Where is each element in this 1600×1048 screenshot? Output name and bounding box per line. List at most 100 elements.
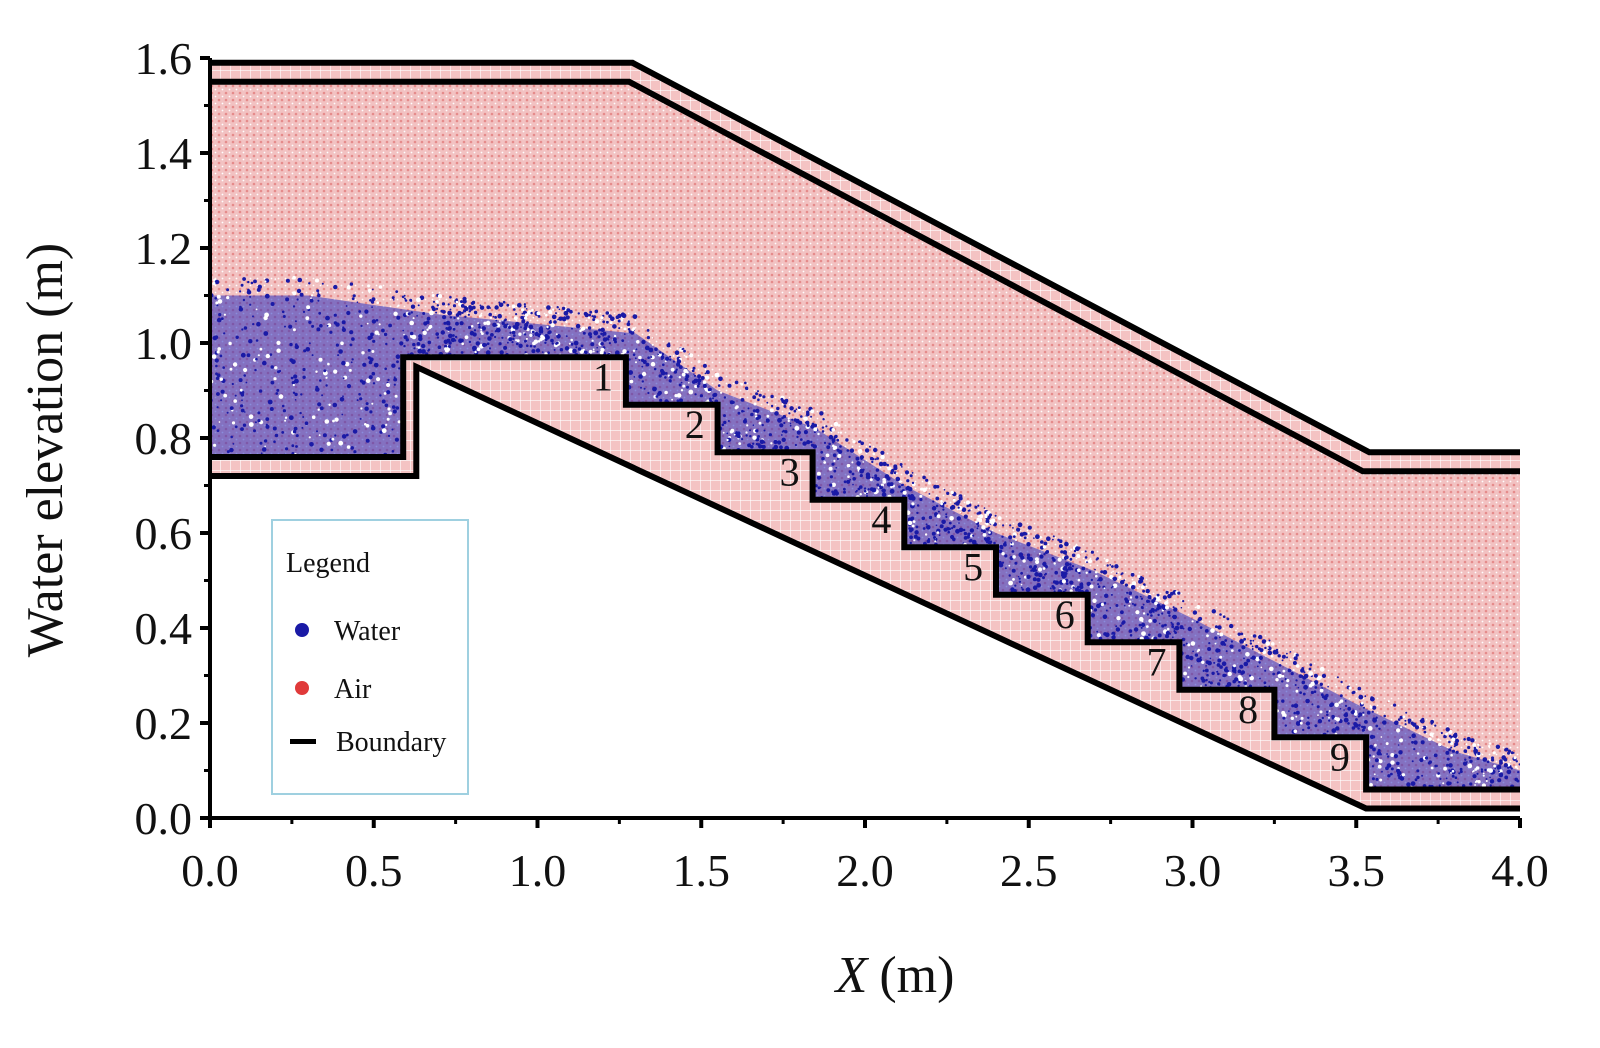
water-particle bbox=[1096, 557, 1099, 560]
water-particle bbox=[364, 309, 369, 314]
water-particle bbox=[1023, 575, 1027, 579]
water-particle bbox=[1182, 643, 1186, 647]
water-particle bbox=[826, 488, 831, 492]
water-particle bbox=[1344, 704, 1348, 708]
water-particle bbox=[1194, 653, 1199, 657]
water-particle bbox=[365, 424, 370, 428]
water-particle bbox=[1463, 738, 1466, 741]
water-particle bbox=[1216, 663, 1221, 667]
water-particle bbox=[1353, 712, 1358, 716]
water-particle bbox=[1358, 712, 1363, 717]
water-particle bbox=[1226, 617, 1230, 621]
water-particle bbox=[495, 323, 501, 328]
water-particle bbox=[379, 394, 382, 397]
water-particle bbox=[714, 372, 720, 378]
water-particle bbox=[545, 335, 550, 340]
water-particle bbox=[749, 429, 751, 432]
water-particle bbox=[416, 346, 418, 348]
water-particle bbox=[1008, 580, 1013, 586]
water-particle bbox=[302, 375, 306, 379]
legend-air-label: Air bbox=[334, 674, 372, 705]
water-particle bbox=[1284, 678, 1287, 681]
water-particle bbox=[1197, 618, 1201, 622]
water-particle bbox=[1287, 668, 1292, 673]
water-particle bbox=[1192, 610, 1198, 615]
water-particle bbox=[560, 316, 564, 321]
water-particle bbox=[648, 347, 654, 353]
water-particle bbox=[1164, 623, 1167, 627]
water-particle bbox=[487, 336, 492, 341]
water-particle bbox=[381, 424, 386, 429]
water-particle bbox=[981, 525, 986, 530]
water-particle bbox=[530, 311, 533, 315]
water-particle bbox=[417, 304, 420, 307]
water-particle bbox=[234, 394, 237, 397]
water-particle bbox=[371, 350, 375, 353]
water-particle bbox=[1335, 726, 1340, 731]
water-particle bbox=[1002, 524, 1005, 527]
water-particle bbox=[264, 445, 267, 448]
water-particle bbox=[985, 519, 990, 524]
water-particle bbox=[559, 348, 564, 352]
water-particle bbox=[1004, 567, 1007, 570]
water-particle bbox=[829, 483, 833, 487]
water-particle bbox=[445, 320, 451, 326]
water-particle bbox=[860, 441, 864, 446]
water-particle bbox=[242, 423, 247, 427]
water-particle bbox=[1125, 599, 1130, 604]
water-particle bbox=[1238, 680, 1241, 684]
water-particle bbox=[577, 312, 580, 315]
water-particle bbox=[1506, 766, 1510, 769]
water-particle bbox=[869, 478, 873, 482]
water-particle bbox=[371, 297, 376, 302]
water-particle bbox=[383, 392, 387, 395]
water-particle bbox=[1196, 657, 1201, 663]
water-particle bbox=[877, 486, 880, 489]
water-particle bbox=[652, 386, 657, 392]
water-particle bbox=[770, 394, 774, 399]
water-particle bbox=[1434, 724, 1437, 727]
water-particle bbox=[386, 417, 390, 421]
water-particle bbox=[226, 411, 229, 414]
water-particle bbox=[308, 436, 311, 439]
water-particle bbox=[1094, 568, 1096, 571]
water-particle bbox=[243, 367, 248, 373]
water-particle bbox=[1258, 655, 1263, 661]
water-particle bbox=[1012, 527, 1014, 529]
water-particle bbox=[745, 434, 748, 437]
water-particle bbox=[697, 374, 702, 379]
water-particle bbox=[341, 320, 346, 325]
water-particle bbox=[1158, 622, 1161, 625]
water-particle bbox=[1267, 647, 1269, 649]
water-particle bbox=[1052, 535, 1055, 538]
water-particle bbox=[392, 337, 395, 340]
water-particle bbox=[240, 427, 244, 431]
water-particle bbox=[922, 527, 926, 530]
water-particle bbox=[342, 395, 344, 398]
water-particle bbox=[872, 452, 876, 456]
water-particle bbox=[774, 411, 779, 416]
water-particle bbox=[1140, 606, 1144, 609]
water-particle bbox=[886, 463, 889, 467]
water-particle bbox=[931, 531, 936, 536]
water-particle bbox=[1180, 606, 1183, 609]
water-particle bbox=[1129, 634, 1133, 637]
water-particle bbox=[422, 312, 426, 315]
water-particle bbox=[276, 388, 280, 392]
water-particle bbox=[1379, 778, 1383, 782]
water-particle bbox=[381, 399, 386, 404]
water-particle bbox=[533, 345, 536, 348]
water-particle bbox=[1374, 718, 1377, 720]
water-particle bbox=[1217, 682, 1221, 686]
water-particle bbox=[781, 437, 786, 442]
water-particle bbox=[1121, 621, 1125, 625]
water-particle bbox=[310, 297, 312, 300]
water-particle bbox=[1448, 740, 1451, 744]
water-particle bbox=[779, 445, 783, 450]
water-particle bbox=[1484, 768, 1487, 772]
water-particle bbox=[1305, 698, 1310, 704]
water-particle bbox=[1477, 751, 1481, 756]
water-particle bbox=[1075, 546, 1080, 552]
water-particle bbox=[274, 278, 277, 280]
